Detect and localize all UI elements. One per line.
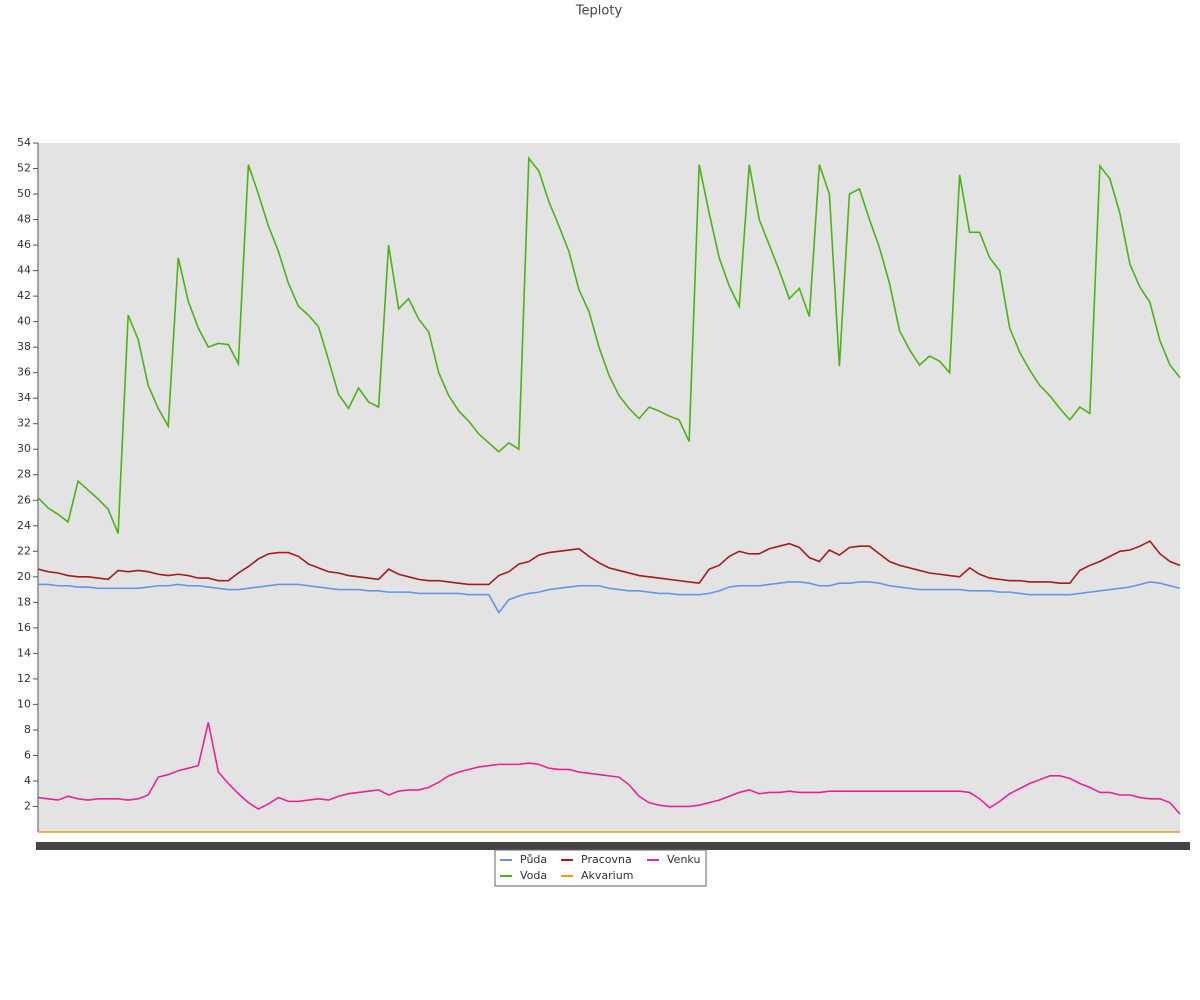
y-tick-label: 36 <box>17 366 31 379</box>
y-tick-label: 52 <box>17 162 31 175</box>
series-line <box>37 722 1181 815</box>
legend-label: Půda <box>520 853 547 866</box>
y-tick-label: 14 <box>17 646 31 659</box>
y-tick-label: 24 <box>17 519 31 532</box>
legend-box <box>494 849 707 887</box>
y-tick-label: 30 <box>17 442 31 455</box>
chart-title: Teploty <box>575 4 623 19</box>
y-tick-label: 32 <box>17 417 31 430</box>
y-tick-label: 26 <box>17 493 31 506</box>
legend-label: Akvarium <box>581 869 633 882</box>
y-tick-label: 18 <box>17 595 31 608</box>
y-tick-label: 16 <box>17 621 31 634</box>
y-tick-label: 12 <box>17 672 31 685</box>
y-tick-label: 54 <box>17 136 31 149</box>
y-tick-label: 46 <box>17 238 31 251</box>
y-tick-label: 6 <box>24 748 31 761</box>
series-line <box>38 581 1181 614</box>
series-line <box>37 540 1181 586</box>
y-tick-label: 42 <box>17 289 31 302</box>
x-axis-labels-band <box>36 842 1190 850</box>
y-tick-label: 48 <box>17 213 31 226</box>
y-tick-label: 50 <box>17 187 31 200</box>
y-tick-label: 34 <box>17 391 31 404</box>
y-tick-label: 20 <box>17 570 31 583</box>
legend-label: Pracovna <box>581 853 632 866</box>
y-tick-label: 22 <box>17 544 31 557</box>
y-tick-label: 44 <box>17 264 31 277</box>
series-line <box>37 156 1181 534</box>
y-tick-label: 8 <box>24 723 31 736</box>
y-tick-label: 40 <box>17 315 31 328</box>
y-tick-label: 28 <box>17 468 31 481</box>
y-tick-label: 10 <box>17 697 31 710</box>
legend-label: Venku <box>667 853 700 866</box>
legend-label: Voda <box>520 869 547 882</box>
y-tick-label: 4 <box>24 774 31 787</box>
y-tick-label: 38 <box>17 340 31 353</box>
y-tick-label: 2 <box>24 799 31 812</box>
